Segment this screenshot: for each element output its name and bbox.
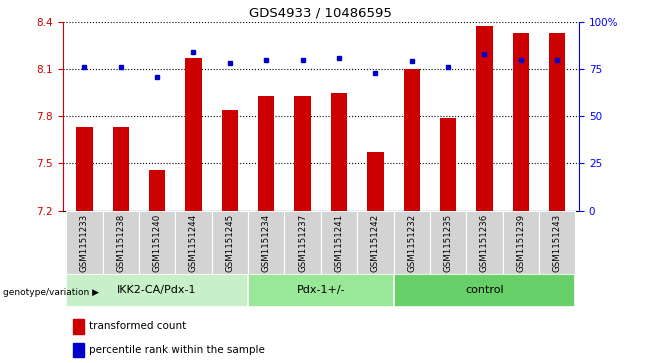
Text: GSM1151242: GSM1151242 xyxy=(371,214,380,272)
Text: GSM1151245: GSM1151245 xyxy=(225,214,234,272)
Text: IKK2-CA/Pdx-1: IKK2-CA/Pdx-1 xyxy=(117,285,197,295)
Title: GDS4933 / 10486595: GDS4933 / 10486595 xyxy=(249,6,392,19)
Bar xyxy=(66,274,248,307)
Bar xyxy=(321,211,357,274)
Bar xyxy=(539,211,575,274)
Text: GSM1151240: GSM1151240 xyxy=(153,214,162,272)
Bar xyxy=(73,319,84,334)
Bar xyxy=(476,26,493,211)
Text: GSM1151239: GSM1151239 xyxy=(517,214,525,272)
Text: GSM1151244: GSM1151244 xyxy=(189,214,198,272)
Bar xyxy=(113,127,129,211)
Text: percentile rank within the sample: percentile rank within the sample xyxy=(89,345,265,355)
Text: genotype/variation ▶: genotype/variation ▶ xyxy=(3,288,99,297)
Bar xyxy=(294,96,311,211)
Bar xyxy=(149,170,165,211)
Text: Pdx-1+/-: Pdx-1+/- xyxy=(297,285,345,295)
Text: GSM1151243: GSM1151243 xyxy=(553,214,562,272)
Text: GSM1151238: GSM1151238 xyxy=(116,214,125,272)
Bar xyxy=(248,274,393,307)
Bar xyxy=(175,211,212,274)
Bar xyxy=(103,211,139,274)
Bar xyxy=(393,274,575,307)
Text: control: control xyxy=(465,285,504,295)
Text: GSM1151234: GSM1151234 xyxy=(262,214,270,272)
Text: transformed count: transformed count xyxy=(89,321,187,331)
Bar xyxy=(212,211,248,274)
Bar xyxy=(357,211,393,274)
Bar xyxy=(549,33,565,211)
Text: GSM1151237: GSM1151237 xyxy=(298,214,307,272)
Bar xyxy=(430,211,467,274)
Bar xyxy=(393,211,430,274)
Text: GSM1151232: GSM1151232 xyxy=(407,214,417,272)
Text: GSM1151233: GSM1151233 xyxy=(80,214,89,272)
Bar xyxy=(73,343,84,357)
Text: GSM1151241: GSM1151241 xyxy=(334,214,343,272)
Bar xyxy=(248,211,284,274)
Bar xyxy=(222,110,238,211)
Bar xyxy=(513,33,529,211)
Bar xyxy=(258,96,274,211)
Bar xyxy=(66,211,103,274)
Bar xyxy=(331,93,347,211)
Bar xyxy=(76,127,93,211)
Bar xyxy=(284,211,321,274)
Text: GSM1151235: GSM1151235 xyxy=(443,214,453,272)
Text: GSM1151236: GSM1151236 xyxy=(480,214,489,272)
Bar xyxy=(139,211,175,274)
Bar xyxy=(440,118,456,211)
Bar xyxy=(186,58,201,211)
Bar xyxy=(403,69,420,211)
Bar xyxy=(503,211,539,274)
Bar xyxy=(367,152,384,211)
Bar xyxy=(467,211,503,274)
